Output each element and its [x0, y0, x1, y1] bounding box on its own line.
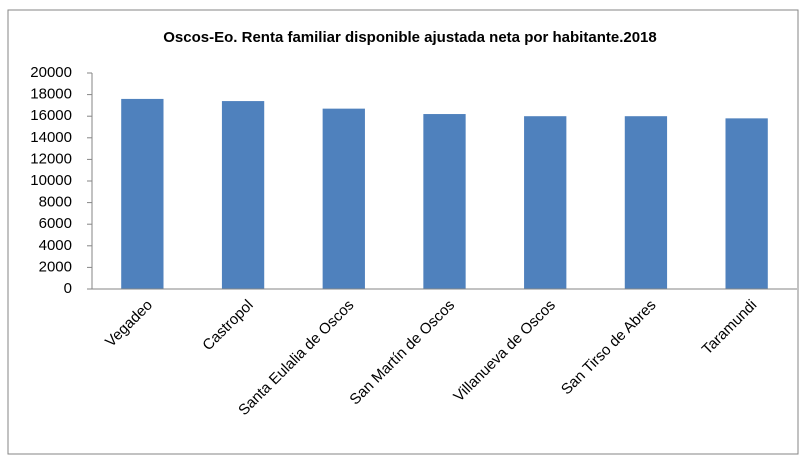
bar — [725, 118, 768, 289]
chart-title: Oscos-Eo. Renta familiar disponible ajus… — [163, 29, 656, 46]
y-tick-label: 14000 — [30, 129, 72, 146]
y-tick-label: 2000 — [39, 258, 72, 275]
y-tick-label: 10000 — [30, 172, 72, 189]
bar — [624, 116, 668, 289]
bar — [221, 101, 265, 289]
y-tick-label: 16000 — [30, 107, 72, 124]
y-tick-label: 20000 — [30, 64, 72, 81]
y-tick-label: 18000 — [30, 86, 72, 103]
y-tick-label: 4000 — [39, 237, 72, 254]
bar — [423, 114, 466, 289]
y-tick-label: 6000 — [39, 215, 72, 232]
y-tick-label: 0 — [64, 280, 72, 297]
bar — [524, 116, 567, 289]
y-tick-label: 12000 — [30, 150, 72, 167]
bar — [322, 108, 365, 289]
bar — [121, 98, 164, 289]
y-tick-label: 8000 — [39, 194, 72, 211]
